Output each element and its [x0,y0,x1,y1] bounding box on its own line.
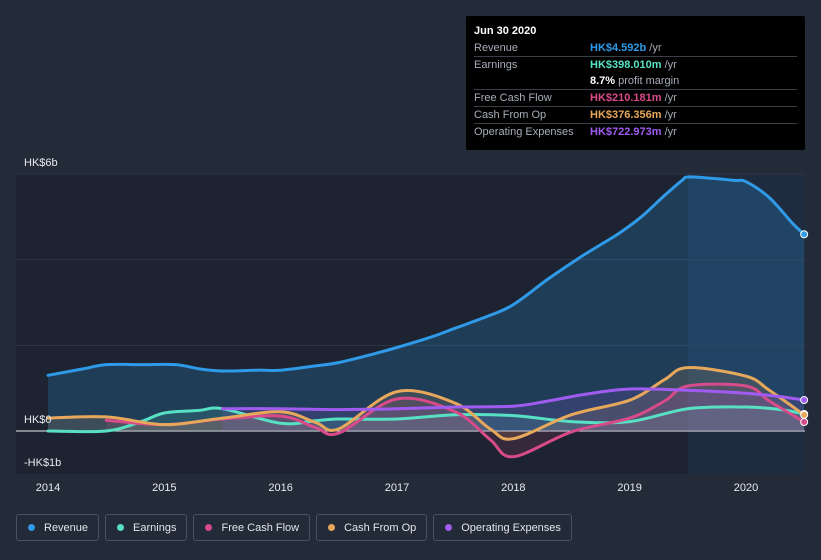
cash-from-op-line [46,366,806,441]
tooltip-key: Cash From Op [474,109,547,121]
tooltip-unit: /yr [664,59,677,71]
y-axis-top-label: HK$6b [24,157,58,169]
legend-dot-icon [117,524,125,531]
operating-expenses-endpoint [800,396,809,405]
free-cash-flow-endpoint [800,418,809,427]
tooltip-unit: /yr [649,42,662,54]
legend-label: Cash From Op [344,521,417,534]
tooltip-unit: profit margin [618,75,680,87]
tooltip-unit: /yr [664,109,677,121]
revenue-line [46,175,806,377]
series-lines [46,175,806,459]
tooltip-value: HK$4.592b [590,42,647,54]
tooltip-date: Jun 30 2020 [474,25,537,37]
chart-canvas: HK$6b HK$0 -HK$1b 2014 2015 2016 2017 2018 20… [16,157,809,494]
tooltip-value: HK$376.356m [590,109,662,121]
free-cash-flow-line [104,382,806,459]
gridlines [16,173,805,432]
legend-label: Earnings [133,521,177,534]
earnings-line [46,405,806,434]
tooltip-row-profit-margin: 8.7% profit margin [474,73,797,89]
tooltip-row-operating-expenses: Operating Expenses HK$722.973m /yr [474,123,797,140]
revenue-area [48,176,805,431]
tooltip-row-revenue: Revenue HK$4.592b /yr [474,40,797,56]
tooltip-key: Earnings [474,59,518,71]
x-tick-label: 2020 [734,482,758,494]
tooltip-value: 8.7% [590,75,616,87]
y-axis-zero-label: HK$0 [24,414,52,426]
legend-label: Operating Expenses [461,521,561,534]
tooltip-key: Free Cash Flow [474,92,552,104]
tooltip: Jun 30 2020 Revenue HK$4.592b /yr Earnin… [466,16,805,150]
x-tick-label: 2018 [501,482,525,494]
revenue-endpoint [800,230,809,239]
x-tick-label: 2014 [36,482,60,494]
x-tick-label: 2016 [268,482,292,494]
x-tick-label: 2019 [617,482,641,494]
tooltip-key [474,73,590,89]
tooltip-value: HK$210.181m [590,92,662,104]
legend-label: Revenue [44,521,89,534]
legend-item-earnings[interactable]: Earnings [105,514,188,541]
highlight-region [687,174,805,474]
legend-item-free-cash-flow[interactable]: Free Cash Flow [193,514,311,541]
tooltip-key: Revenue [474,42,519,54]
tooltip-row-free-cash-flow: Free Cash Flow HK$210.181m /yr [474,89,797,106]
legend-item-cash-from-op[interactable]: Cash From Op [316,514,428,541]
tooltip-value: HK$398.010m [590,59,662,71]
x-tick-label: 2015 [152,482,176,494]
tooltip-row-cash-from-op: Cash From Op HK$376.356m /yr [474,106,797,123]
cash-from-op-endpoint [800,410,809,419]
legend-dot-icon [445,524,453,531]
legend-label: Free Cash Flow [221,521,300,534]
operating-expenses-line [221,387,806,412]
legend-item-revenue[interactable]: Revenue [16,514,100,541]
legend-dot-icon [328,524,336,531]
legend: Revenue Earnings Free Cash Flow Cash Fro… [16,514,572,541]
series-endpoints [800,230,809,427]
x-axis-ticks: 2014 2015 2016 2017 2018 2019 2020 [36,482,758,494]
y-axis-bottom-label: -HK$1b [24,457,61,469]
legend-dot-icon [205,524,213,531]
tooltip-value: HK$722.973m [590,126,662,138]
tooltip-row-earnings: Earnings HK$398.010m /yr [474,56,797,73]
tooltip-key: Operating Expenses [474,126,574,138]
legend-dot-icon [28,524,35,531]
free-cash-flow-area [106,384,805,457]
x-tick-label: 2017 [385,482,409,494]
legend-item-operating-expenses[interactable]: Operating Expenses [433,514,572,541]
tooltip-unit: /yr [664,126,677,138]
tooltip-unit: /yr [664,92,677,104]
